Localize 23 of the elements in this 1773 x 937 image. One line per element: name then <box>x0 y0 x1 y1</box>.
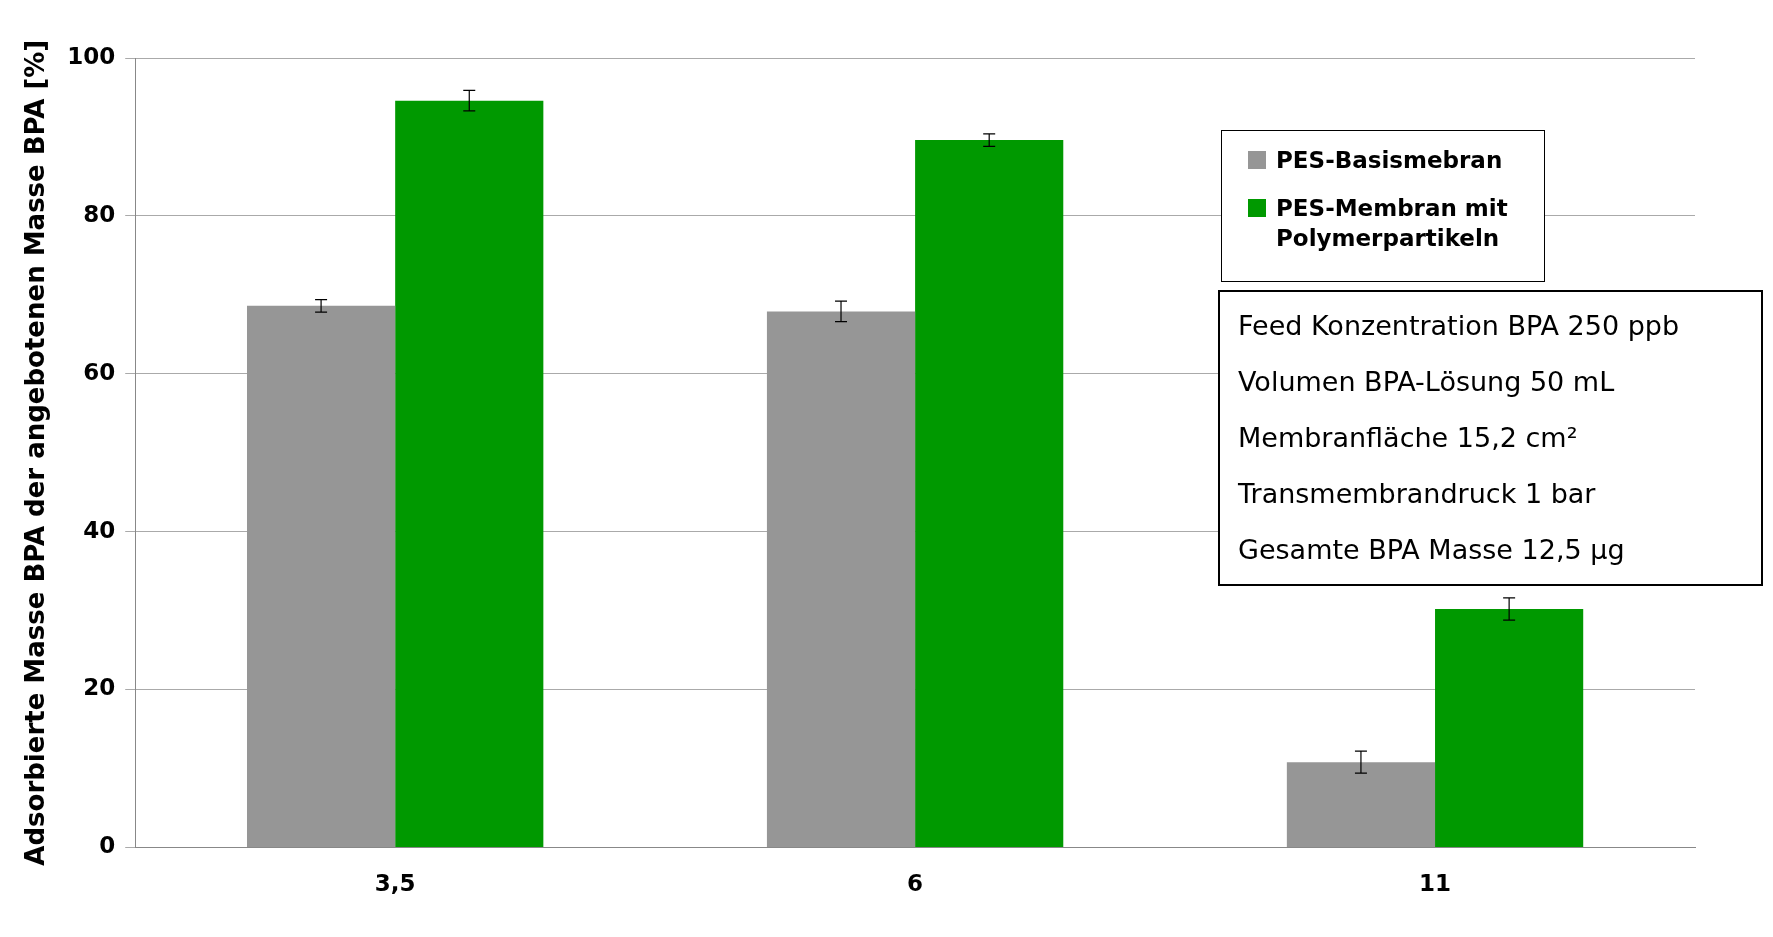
y-tick-label: 40 <box>83 516 116 543</box>
annotation: Feed Konzentration BPA 250 ppb <box>1238 309 1681 343</box>
legend-label: PES-Membran mit Polymerpartikeln <box>1276 194 1509 253</box>
x-tick-label: 3,5 <box>374 870 416 897</box>
y-axis-title: Adsorbierte Masse BPA der angebotenen Masse BPA [%] <box>20 39 51 866</box>
bar <box>395 100 544 847</box>
annotation: Volumen BPA-Lösung 50 mL <box>1238 365 1616 399</box>
bar <box>1286 762 1436 847</box>
annotation: Membranfläche 15,2 cm² <box>1238 421 1579 455</box>
x-tick-label: 11 <box>1419 870 1452 897</box>
bar <box>247 305 396 847</box>
x-tick-label: 6 <box>907 870 924 897</box>
annotation: Transmembrandruck 1 bar <box>1238 477 1597 511</box>
y-tick-label: 80 <box>83 200 116 227</box>
bar <box>766 311 916 847</box>
bar <box>1435 609 1584 847</box>
y-tick-label: 0 <box>99 832 116 859</box>
y-tick-label: 60 <box>83 358 116 385</box>
y-tick-label: 20 <box>83 674 116 701</box>
legend-label: PES-Basismebran <box>1276 146 1503 175</box>
bar <box>915 140 1064 847</box>
annotation: Gesamte BPA Masse 12,5 µg <box>1238 533 1626 567</box>
y-tick-label: 100 <box>67 42 116 69</box>
